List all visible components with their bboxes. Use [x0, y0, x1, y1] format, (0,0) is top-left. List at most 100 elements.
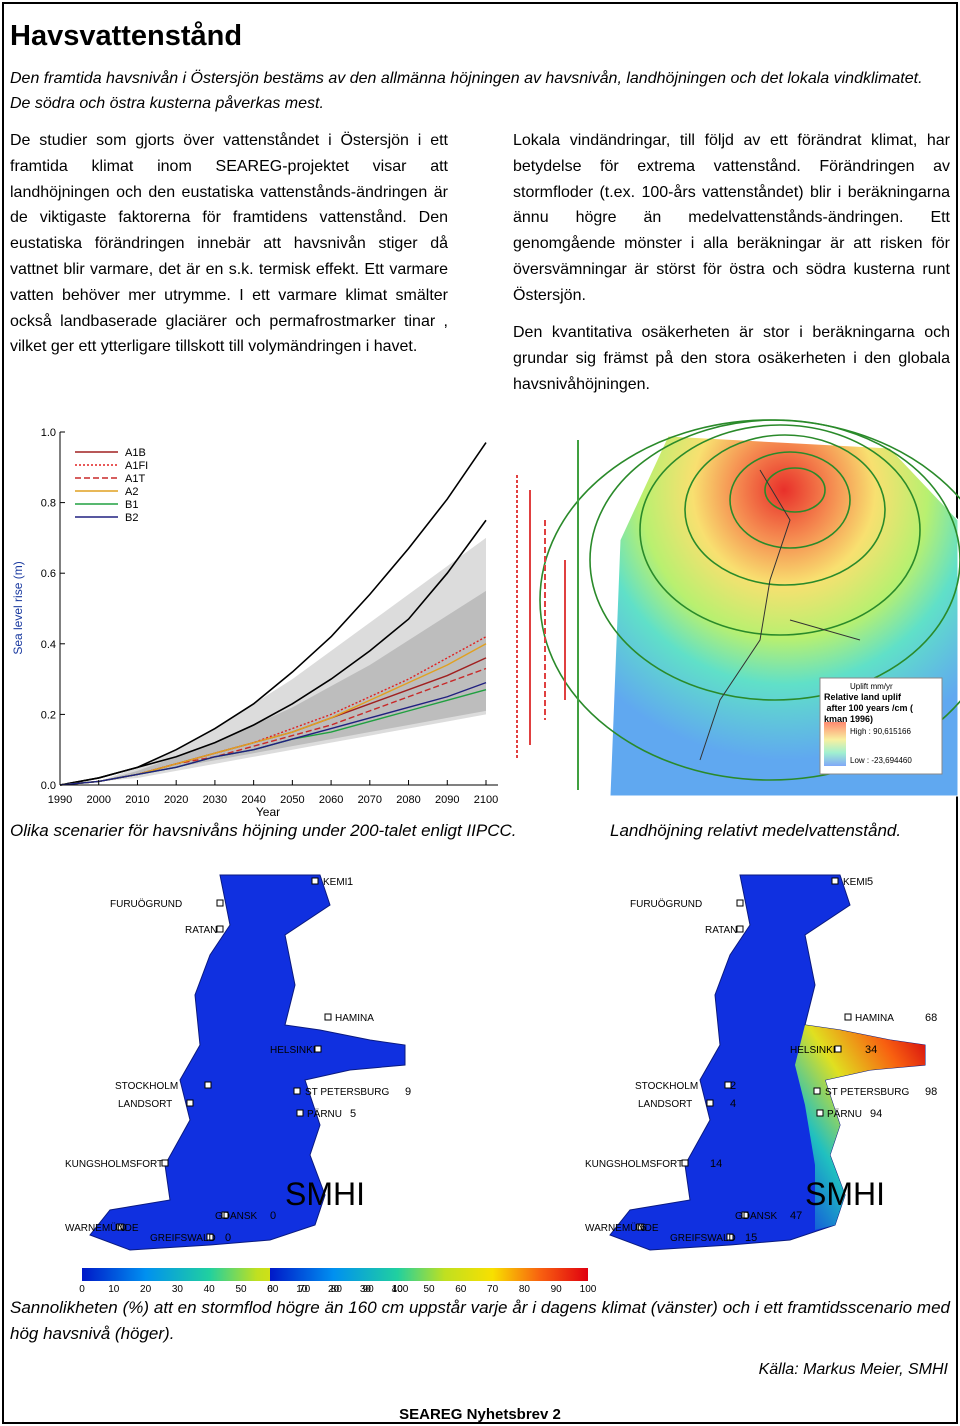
colorbar-tick: 80: [519, 1284, 531, 1295]
station-name: KEMI: [843, 877, 867, 888]
legend-label: A1T: [125, 473, 145, 485]
station-value: 34: [865, 1044, 877, 1056]
colorbar: [270, 1268, 588, 1281]
station: [741, 1211, 749, 1219]
legend-label: B2: [125, 512, 138, 524]
x-tick-label: 2080: [396, 794, 420, 806]
series-line: [59, 681, 487, 786]
station-name: GDANSK: [215, 1211, 258, 1222]
station-name: FURUÖGRUND: [110, 898, 182, 910]
colorbar-tick: 0: [79, 1284, 85, 1295]
station-value: 6: [640, 1222, 646, 1234]
colorbar-tick: 90: [363, 1284, 375, 1295]
intro: Den framtida havsnivån i Östersjön bestä…: [10, 70, 923, 112]
station-value: 2: [730, 1080, 736, 1092]
station: [636, 1223, 644, 1231]
station-name: PÄRNU: [307, 1108, 342, 1120]
station-value: 4: [730, 1098, 736, 1110]
station-name: RATAN: [705, 925, 737, 936]
x-tick-label: 1990: [48, 794, 72, 806]
uplift-scale-bars: [516, 440, 579, 790]
station: [813, 1087, 821, 1095]
station-name: HAMINA: [335, 1013, 374, 1024]
x-tick-label: 2030: [203, 794, 227, 806]
station: [736, 899, 744, 907]
station: [736, 925, 744, 933]
station-value: 47: [790, 1210, 802, 1222]
maps-caption: Sannolikheten (%) att en stormflod högre…: [10, 1298, 950, 1343]
station-value: 0: [225, 1232, 231, 1244]
colorbar-tick: 20: [140, 1284, 152, 1295]
station-name: HELSINKI: [790, 1045, 836, 1056]
bound-line: [59, 519, 487, 786]
colorbar-tick: 10: [296, 1284, 308, 1295]
colorbar-tick: 100: [580, 1284, 597, 1295]
colorbar-tick: 20: [328, 1284, 340, 1295]
uplift-high: High : 90,615166: [850, 727, 911, 736]
surge-area: [795, 1025, 925, 1230]
station-value: 15: [745, 1232, 757, 1244]
colorbar-tick: 90: [551, 1284, 563, 1295]
body-right: Den kvantitativa osäkerheten är stor i b…: [513, 324, 950, 393]
station-value: 5: [350, 1108, 356, 1120]
colorbar-tick: 60: [455, 1284, 467, 1295]
colorbar-tick: 40: [392, 1284, 404, 1295]
colorbar-tick: 10: [108, 1284, 120, 1295]
x-tick-label: 2020: [164, 794, 188, 806]
y-tick-label: 0.2: [41, 709, 56, 721]
sea: [89, 874, 406, 1251]
y-tick-label: 0.8: [41, 498, 56, 510]
station-value: 68: [925, 1012, 937, 1024]
station-name: GREIFSWALD: [150, 1233, 216, 1244]
legend-label: B1: [125, 499, 138, 511]
series-line: [59, 667, 487, 786]
station-value: 9: [405, 1086, 411, 1098]
station-name: RATAN: [185, 925, 217, 936]
y-tick-label: 1.0: [41, 427, 56, 439]
colorbar-tick: 40: [204, 1284, 216, 1295]
station: [204, 1081, 212, 1089]
station-name: STOCKHOLM: [115, 1081, 178, 1092]
station: [706, 1099, 714, 1107]
station: [161, 1159, 169, 1167]
station: [116, 1223, 124, 1231]
map-left: SMHI KEMI 1 FURUÖGRUND RATAN HAMINA HELSINKI ST…: [65, 874, 411, 1251]
station-value: 14: [710, 1158, 722, 1170]
station-value: 94: [870, 1108, 882, 1120]
station: [186, 1099, 194, 1107]
colorbar-tick: 60: [267, 1284, 279, 1295]
station-name: KEMI: [323, 877, 347, 888]
x-tick-label: 2070: [358, 794, 382, 806]
station-name: GREIFSWALD: [670, 1233, 736, 1244]
station-value: 1: [347, 876, 353, 888]
newsletter: SEAREG Nyhetsbrev 2: [399, 1406, 561, 1423]
station: [831, 877, 839, 885]
y-tick-label: 0.4: [41, 639, 56, 651]
station: [681, 1159, 689, 1167]
station-value: 0: [270, 1210, 276, 1222]
station: [206, 1233, 214, 1241]
x-tick-label: 2100: [474, 794, 498, 806]
station: [314, 1045, 322, 1053]
y-tick-label: 0.0: [41, 780, 56, 792]
station-name: GDANSK: [735, 1211, 778, 1222]
station: [296, 1109, 304, 1117]
station-name: KUNGSHOLMSFORT: [65, 1159, 163, 1170]
station-name: ST PETERSBURG: [825, 1087, 909, 1098]
station: [216, 899, 224, 907]
x-tick-label: 2010: [125, 794, 149, 806]
station-value: 5: [867, 876, 873, 888]
x-tick-label: 2090: [435, 794, 459, 806]
x-tick-label: 2050: [280, 794, 304, 806]
station-name: ST PETERSBURG: [305, 1087, 389, 1098]
uplift-title: Relative land uplif after 100 years /cm …: [824, 692, 913, 724]
uplift-map: [539, 419, 960, 797]
station: [324, 1013, 332, 1021]
station: [311, 877, 319, 885]
station: [221, 1211, 229, 1219]
station: [834, 1045, 842, 1053]
colorbar-tick: 30: [360, 1284, 372, 1295]
station-name: KUNGSHOLMSFORT: [585, 1159, 683, 1170]
